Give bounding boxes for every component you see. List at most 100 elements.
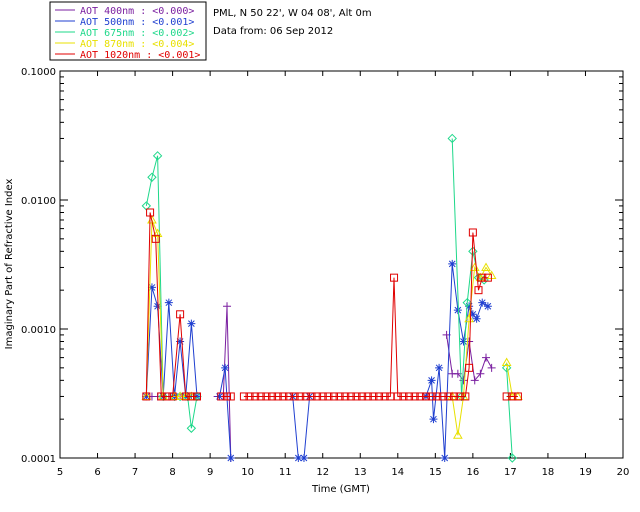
data-point-asterisk <box>483 302 492 311</box>
series-line <box>451 265 493 436</box>
x-tick-label: 11 <box>279 467 292 478</box>
data-point-square <box>410 392 419 401</box>
data-point-asterisk <box>453 306 462 315</box>
data-point-asterisk <box>448 259 457 268</box>
data-point-square <box>181 392 190 401</box>
data-point-square <box>226 392 235 401</box>
data-point-square <box>268 392 277 401</box>
data-point-square <box>341 392 350 401</box>
data-point-diamond <box>447 133 457 144</box>
data-point-asterisk <box>472 314 481 323</box>
series-4 <box>141 214 523 439</box>
data-point-square <box>513 392 522 401</box>
data-point-square <box>318 392 327 401</box>
data-point-diamond <box>152 151 163 161</box>
data-point-diamond <box>501 363 512 373</box>
data-point-square <box>386 392 395 401</box>
data-point-asterisk <box>221 363 230 372</box>
data-point-square <box>405 392 414 401</box>
data-point-diamond <box>507 453 517 463</box>
data-point-square <box>307 392 316 401</box>
data-point-triangle <box>501 357 512 366</box>
data-point-square <box>162 392 171 401</box>
data-point-square <box>461 392 470 401</box>
x-tick-label: 17 <box>504 467 517 478</box>
data-point-square <box>176 310 185 319</box>
data-point-square <box>421 392 430 401</box>
data-point-square <box>369 392 378 401</box>
data-point-asterisk <box>294 454 303 462</box>
y-tick-label: 0.0100 <box>21 196 56 207</box>
data-point-square <box>474 286 483 295</box>
x-tick-label: 10 <box>241 467 254 478</box>
data-point-asterisk <box>429 415 438 424</box>
data-point-square <box>324 392 333 401</box>
data-point-diamond <box>479 275 489 285</box>
series-line <box>145 212 197 397</box>
data-point-square <box>444 392 453 401</box>
data-point-asterisk <box>226 454 235 462</box>
data-point-square <box>502 392 511 401</box>
plot-frame <box>59 70 624 459</box>
data-point-square <box>393 392 402 401</box>
data-point-square <box>416 392 425 401</box>
x-tick-label: 18 <box>542 467 555 478</box>
series-group <box>141 133 523 463</box>
x-tick-label: 9 <box>207 467 213 478</box>
data-point-square <box>279 392 288 401</box>
y-tick-label: 0.0001 <box>21 454 56 465</box>
series-line <box>303 396 311 459</box>
data-point-asterisk <box>459 337 468 346</box>
series-line <box>217 306 232 459</box>
x-tick-label: 8 <box>169 467 175 478</box>
data-point-square <box>284 392 293 401</box>
data-point-triangle <box>141 391 152 400</box>
legend-box <box>49 1 207 61</box>
data-point-square <box>450 392 459 401</box>
legend-item: AOT 1020nm : <0.001> <box>80 50 200 61</box>
data-point-square <box>146 208 155 217</box>
data-point-asterisk <box>187 319 196 328</box>
data-point-asterisk <box>468 310 477 319</box>
data-point-asterisk <box>176 337 185 346</box>
data-point-asterisk <box>299 454 308 462</box>
data-point-diamond <box>462 297 472 308</box>
data-point-square <box>468 228 477 237</box>
data-point-plus <box>470 376 479 385</box>
series-line <box>451 138 485 397</box>
data-point-square <box>256 392 265 401</box>
data-point-square <box>483 273 492 282</box>
data-point-square <box>168 392 177 401</box>
data-point-plus <box>482 353 491 362</box>
data-point-diamond <box>175 391 185 402</box>
y-tick-label: 0.1000 <box>21 67 56 78</box>
data-point-square <box>290 392 299 401</box>
x-tick-label: 5 <box>57 467 63 478</box>
data-point-plus <box>476 369 485 378</box>
x-axis-label: Time (GMT) <box>311 484 370 495</box>
data-point-square <box>433 392 442 401</box>
data-point-square <box>390 273 399 282</box>
legend-item: AOT 400nm : <0.000> <box>80 6 194 17</box>
data-point-asterisk <box>440 454 449 462</box>
legend-item: AOT 500nm : <0.001> <box>80 17 194 28</box>
data-point-square <box>363 392 372 401</box>
data-point-square <box>329 392 338 401</box>
series-3 <box>141 133 517 463</box>
data-point-square <box>157 392 166 401</box>
data-point-square <box>335 392 344 401</box>
date-label: Data from: 06 Sep 2012 <box>213 26 333 37</box>
data-point-triangle <box>152 228 163 237</box>
data-point-diamond <box>468 246 478 257</box>
data-point-diamond <box>186 423 197 433</box>
data-point-square <box>187 392 196 401</box>
x-tick-label: 15 <box>429 467 442 478</box>
data-point-asterisk <box>147 283 156 292</box>
legend-item: AOT 675nm : <0.002> <box>80 28 194 39</box>
data-point-square <box>239 392 248 401</box>
data-point-square <box>427 392 436 401</box>
data-point-square <box>380 392 389 401</box>
data-point-square <box>478 273 487 282</box>
data-point-asterisk <box>465 302 474 311</box>
